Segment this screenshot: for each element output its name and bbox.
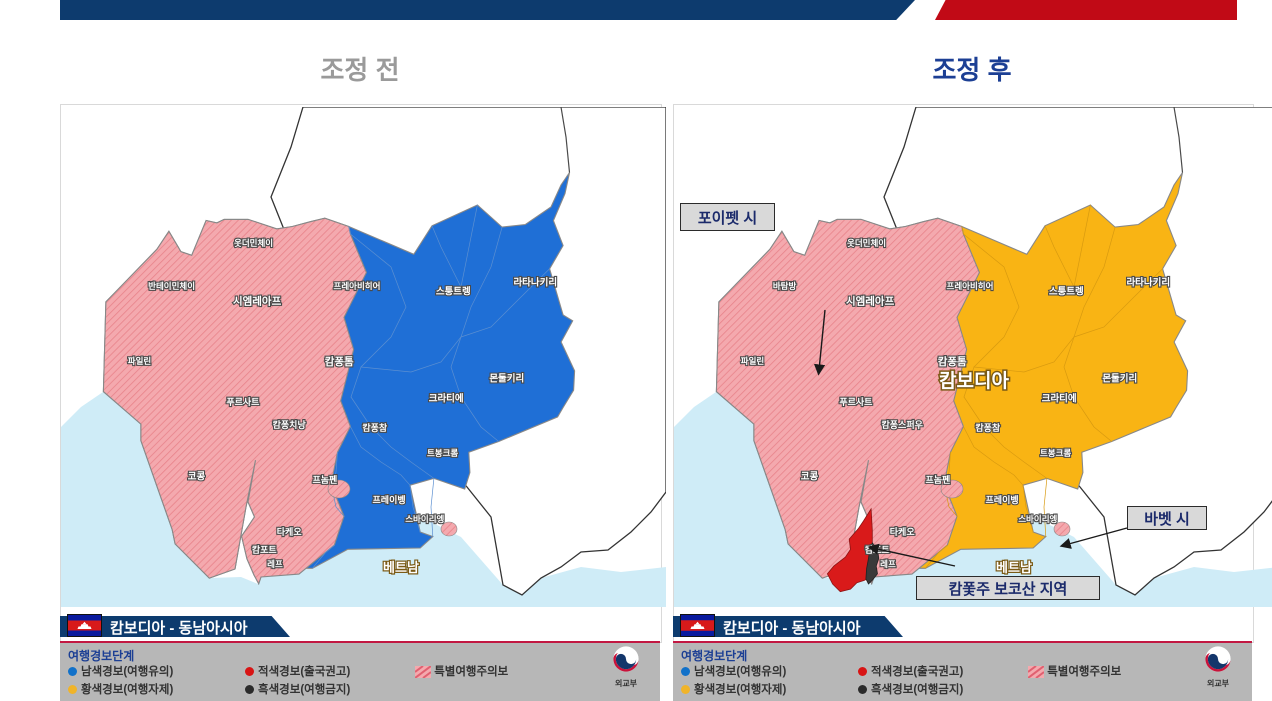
svg-text:베트남: 베트남 xyxy=(383,560,419,575)
svg-text:캄퐁톰: 캄퐁톰 xyxy=(325,356,354,368)
svg-text:프놈펜: 프놈펜 xyxy=(312,474,337,485)
svg-text:몬둘키리: 몬둘키리 xyxy=(489,373,524,385)
svg-text:라타나키리: 라타나키리 xyxy=(1126,276,1170,288)
svg-text:트봉크롬: 트봉크롬 xyxy=(427,448,458,458)
svg-text:캄퐁톰: 캄퐁톰 xyxy=(938,356,967,368)
svg-text:프레아비히어: 프레아비히어 xyxy=(947,281,994,291)
svg-text:반테이민체이: 반테이민체이 xyxy=(148,281,195,291)
svg-text:크라티에: 크라티에 xyxy=(429,393,464,405)
svg-text:레프: 레프 xyxy=(880,559,896,569)
svg-text:옷더민체이: 옷더민체이 xyxy=(234,238,273,248)
svg-text:캄퐁치낭: 캄퐁치낭 xyxy=(273,419,307,430)
svg-text:시엠레아프: 시엠레아프 xyxy=(846,295,895,308)
svg-text:프놈펜: 프놈펜 xyxy=(925,474,950,485)
svg-text:시엠레아프: 시엠레아프 xyxy=(233,295,282,308)
svg-text:프레아비히어: 프레아비히어 xyxy=(334,281,381,291)
svg-text:캄보디아: 캄보디아 xyxy=(939,370,1009,392)
svg-text:프레이벵: 프레이벵 xyxy=(373,494,406,505)
svg-text:푸르사트: 푸르사트 xyxy=(226,396,260,407)
svg-text:타케오: 타케오 xyxy=(890,526,916,537)
svg-text:몬둘키리: 몬둘키리 xyxy=(1102,373,1137,385)
svg-text:파일린: 파일린 xyxy=(128,356,152,366)
svg-text:스바이리엥: 스바이리엥 xyxy=(405,514,444,524)
svg-text:캄퐁스퍼우: 캄퐁스퍼우 xyxy=(881,419,922,430)
svg-text:캄포트: 캄포트 xyxy=(252,544,278,555)
svg-text:옷더민체이: 옷더민체이 xyxy=(847,238,886,248)
svg-text:베트남: 베트남 xyxy=(996,560,1032,575)
svg-text:파일린: 파일린 xyxy=(741,356,765,366)
svg-text:스퉁트렝: 스퉁트렝 xyxy=(1049,286,1084,298)
svg-text:타케오: 타케오 xyxy=(277,526,303,537)
svg-text:푸르사트: 푸르사트 xyxy=(839,396,873,407)
svg-text:트봉크롬: 트봉크롬 xyxy=(1040,448,1071,458)
svg-text:스바이리엥: 스바이리엥 xyxy=(1018,514,1057,524)
svg-text:캄퐁참: 캄퐁참 xyxy=(975,422,1001,433)
svg-text:캄포트: 캄포트 xyxy=(865,544,891,555)
svg-text:바탐방: 바탐방 xyxy=(773,281,797,291)
svg-text:프레이벵: 프레이벵 xyxy=(986,494,1019,505)
svg-text:캄퐁참: 캄퐁참 xyxy=(362,422,388,433)
svg-text:스퉁트렝: 스퉁트렝 xyxy=(436,286,471,298)
svg-text:코콩: 코콩 xyxy=(801,471,819,482)
svg-text:크라티에: 크라티에 xyxy=(1042,393,1077,405)
svg-text:코콩: 코콩 xyxy=(188,471,206,482)
svg-text:라타나키리: 라타나키리 xyxy=(513,276,557,288)
svg-text:레프: 레프 xyxy=(267,559,283,569)
